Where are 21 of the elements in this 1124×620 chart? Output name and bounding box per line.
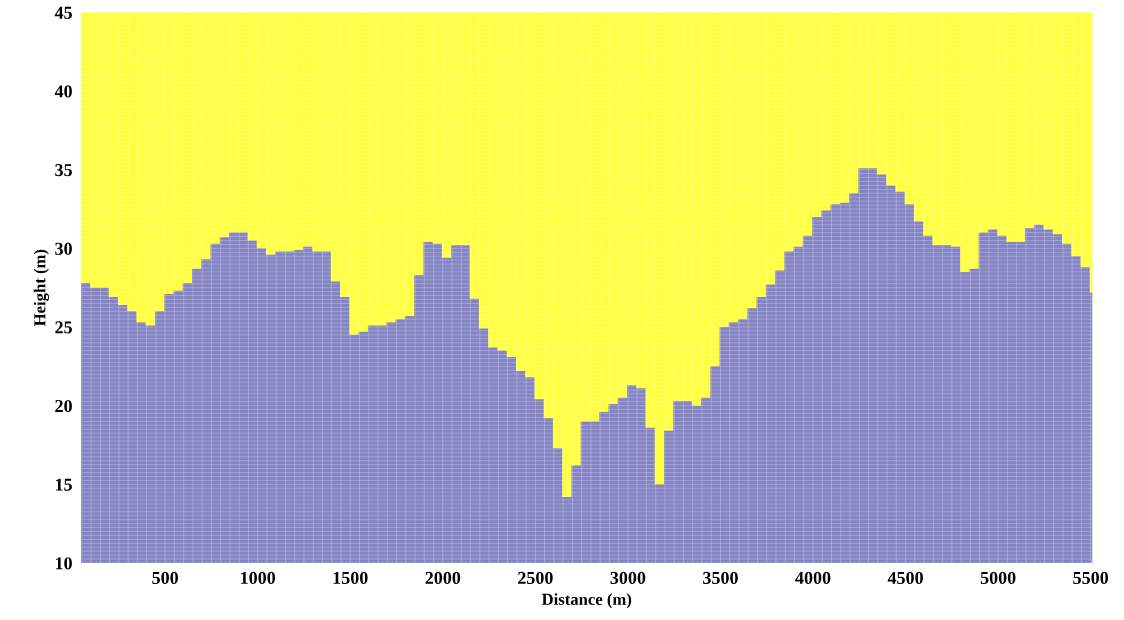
y-tick-label: 45 (54, 6, 72, 19)
x-tick-label: 4500 (887, 571, 923, 584)
x-tick-label: 4000 (795, 571, 831, 584)
y-axis-title: Height (m) (33, 249, 49, 327)
y-tick-label: 40 (54, 85, 72, 98)
x-tick-label: 5500 (1073, 571, 1109, 584)
y-tick-label: 30 (55, 242, 72, 255)
y-tick-label: 10 (55, 557, 72, 570)
y-tick-label: 25 (55, 321, 72, 334)
x-tick-label: 5000 (980, 571, 1016, 584)
y-tick-label: 35 (55, 164, 72, 177)
x-tick-label: 3000 (610, 571, 646, 584)
x-tick-label: 500 (152, 571, 178, 584)
y-tick-label: 20 (55, 399, 72, 413)
x-tick-label: 2000 (425, 571, 461, 584)
x-axis-title: Distance (m) (541, 593, 632, 609)
x-tick-label: 3500 (703, 571, 738, 584)
x-tick-label: 1500 (333, 571, 368, 584)
x-tick-label: 1000 (241, 571, 276, 584)
y-tick-label: 15 (55, 478, 72, 491)
x-tick-label: 2500 (518, 571, 553, 584)
